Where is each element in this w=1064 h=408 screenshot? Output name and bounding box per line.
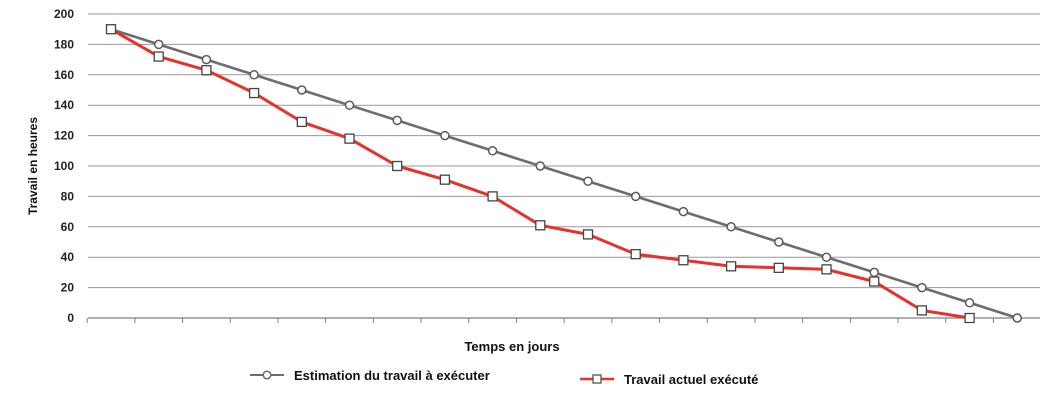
gridlines <box>88 13 1040 319</box>
legend-item-estimation: Estimation du travail à exécuter <box>248 364 490 386</box>
y-axis-label: Travail en heures <box>26 117 40 215</box>
y-tick-labels: 0 20 40 60 80 100 120 140 160 180 200 <box>54 7 74 325</box>
data-point-actuel <box>105 24 117 35</box>
y-tick-label-180: 180 <box>54 37 74 51</box>
data-point-estimation <box>440 130 450 141</box>
data-point-actuel <box>201 65 212 76</box>
data-point-actuel <box>725 261 737 272</box>
y-tick-label-160: 160 <box>54 68 74 82</box>
legend-label-actuel: Travail actuel exécuté <box>624 371 759 387</box>
y-tick-label-60: 60 <box>61 220 75 234</box>
data-point-actuel <box>344 133 355 144</box>
data-point-estimation <box>726 222 736 232</box>
data-point-estimation <box>392 115 402 126</box>
data-point-estimation <box>487 146 498 156</box>
data-point-actuel <box>916 305 928 316</box>
x-axis-label: Temps en jours <box>464 339 559 354</box>
y-tick-label-120: 120 <box>54 129 74 143</box>
data-point-estimation <box>153 39 164 50</box>
series-line-0 <box>109 27 1019 320</box>
data-point-actuel <box>439 174 451 185</box>
data-point-actuel <box>773 262 784 273</box>
data-point-actuel <box>678 255 689 266</box>
data-point-estimation <box>821 252 832 262</box>
data-point-actuel <box>964 312 975 324</box>
series-markers <box>105 24 1023 324</box>
data-point-estimation <box>201 54 212 65</box>
data-point-estimation <box>535 161 546 171</box>
y-tick-label-40: 40 <box>61 250 75 264</box>
data-point-actuel <box>821 264 832 275</box>
y-tick-label-80: 80 <box>61 189 75 203</box>
data-point-estimation <box>583 176 593 186</box>
y-tick-label-200: 200 <box>54 7 74 21</box>
series-lines <box>109 27 1019 320</box>
y-tick-label-140: 140 <box>54 98 74 112</box>
data-point-estimation <box>774 237 784 247</box>
data-point-estimation <box>297 85 307 95</box>
data-point-estimation <box>344 100 355 110</box>
data-point-estimation <box>917 282 927 293</box>
legend-item-actuel: Travail actuel exécuté <box>578 368 758 390</box>
data-point-estimation <box>678 206 689 217</box>
legend-label-estimation: Estimation du travail à exécuter <box>294 367 490 383</box>
data-point-actuel <box>248 87 260 99</box>
legend-swatch-estimation <box>250 370 284 380</box>
data-point-actuel <box>582 229 594 240</box>
legend-swatch-actuel <box>580 374 614 384</box>
data-point-actuel <box>153 51 164 62</box>
data-point-actuel <box>869 276 880 287</box>
data-point-actuel <box>535 220 546 231</box>
data-point-actuel <box>487 191 498 202</box>
data-point-actuel <box>630 249 641 260</box>
series-line-1 <box>109 27 972 320</box>
y-tick-label-0: 0 <box>67 311 74 325</box>
data-point-actuel <box>296 116 307 128</box>
data-point-estimation <box>869 267 879 278</box>
data-point-estimation <box>249 70 259 80</box>
data-point-estimation <box>964 298 975 308</box>
data-point-actuel <box>392 160 403 172</box>
data-point-estimation <box>1012 313 1023 323</box>
x-axis <box>86 317 1040 323</box>
data-point-estimation <box>630 191 641 202</box>
y-tick-label-100: 100 <box>54 159 74 173</box>
y-tick-label-20: 20 <box>61 281 75 295</box>
